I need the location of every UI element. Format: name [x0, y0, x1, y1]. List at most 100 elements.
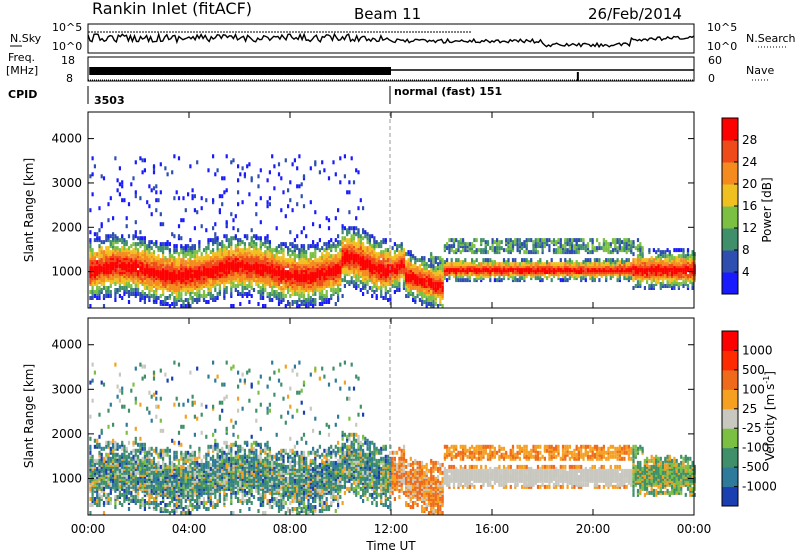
power-cell — [648, 258, 651, 263]
power-cell — [116, 178, 119, 183]
power-cell — [148, 240, 151, 245]
power-cell — [134, 190, 137, 195]
power-cell — [300, 258, 303, 263]
power-cell — [689, 254, 692, 259]
power-cell — [325, 300, 328, 304]
power-cell — [191, 244, 194, 249]
power-cell — [184, 260, 187, 265]
power-cell — [616, 278, 619, 283]
power-cell — [611, 238, 615, 243]
freq-label: Freq. — [8, 51, 35, 64]
power-cell — [350, 280, 353, 285]
power-cell — [230, 212, 233, 217]
power-cell — [137, 284, 140, 288]
power-colorbar-swatch — [722, 272, 738, 295]
power-cell — [355, 248, 358, 253]
power-cell — [162, 268, 165, 273]
power-cell — [430, 262, 433, 267]
power-cell — [518, 242, 521, 247]
power-cell — [498, 240, 501, 245]
power-cell — [187, 244, 190, 249]
power-cell — [209, 260, 212, 265]
power-cell — [371, 286, 374, 290]
power-cell — [273, 254, 276, 259]
power-cell — [639, 280, 642, 285]
power-cell — [366, 258, 369, 263]
power-cell — [296, 262, 299, 267]
power-cell — [152, 186, 156, 191]
power-cell — [480, 248, 483, 253]
power-cell — [150, 252, 153, 257]
power-cell — [277, 302, 281, 306]
power-cell — [127, 290, 131, 294]
power-cell — [643, 286, 646, 290]
power-cell — [541, 262, 544, 267]
power-cell — [241, 290, 244, 294]
power-cell — [455, 258, 458, 263]
power-cell — [293, 292, 296, 296]
power-cell — [187, 192, 190, 197]
power-cell — [509, 262, 512, 267]
power-cell — [100, 250, 103, 255]
power-cell — [373, 244, 376, 249]
power-cell — [296, 292, 299, 296]
power-cell — [536, 276, 540, 281]
power-cell — [239, 268, 242, 273]
power-cell — [112, 216, 115, 221]
power-cell — [152, 242, 156, 247]
power-cell — [475, 258, 478, 263]
power-cell — [498, 262, 501, 267]
power-cell — [391, 264, 394, 269]
power-cell — [291, 292, 294, 296]
power-colorbar-swatch — [722, 206, 738, 229]
power-cell — [525, 250, 528, 255]
power-cell — [327, 226, 331, 231]
power-cell — [177, 156, 181, 161]
power-cell — [159, 222, 162, 227]
power-cell — [121, 286, 124, 290]
power-cell — [248, 246, 251, 251]
power-cell — [184, 244, 187, 249]
power-cell — [207, 238, 210, 243]
power-cell — [573, 262, 576, 267]
power-cell — [198, 294, 201, 298]
power-cell — [314, 292, 317, 296]
power-cell — [223, 248, 226, 253]
power-colorbar-swatch — [722, 162, 738, 185]
power-cell — [98, 236, 101, 241]
power-cell — [650, 284, 653, 288]
power-cell — [334, 172, 337, 177]
power-cell — [177, 282, 181, 286]
power-cell — [98, 286, 101, 290]
power-cell — [341, 236, 344, 241]
power-cell — [180, 236, 183, 241]
power-cell — [123, 238, 126, 243]
power-cell — [273, 294, 276, 298]
power-cell — [432, 264, 435, 269]
power-cell — [182, 246, 185, 251]
power-cell — [287, 188, 290, 193]
power-cell — [418, 298, 421, 302]
power-cell — [564, 238, 567, 243]
power-cell — [384, 292, 387, 296]
power-cell — [134, 246, 137, 251]
power-cell — [150, 282, 153, 286]
power-cell — [293, 244, 296, 249]
power-cell — [618, 260, 621, 265]
power-cell — [252, 240, 256, 245]
power-cell — [225, 250, 228, 255]
power-cell — [643, 258, 646, 263]
power-cell — [605, 246, 608, 251]
power-cell — [284, 294, 287, 298]
power-cell — [466, 262, 469, 267]
power-cell — [289, 242, 292, 247]
power-cell — [402, 248, 406, 253]
power-cell — [573, 250, 576, 255]
power-cell — [680, 282, 683, 286]
power-cell — [534, 238, 537, 243]
power-cell — [302, 284, 306, 288]
freq-panel-frame — [87, 56, 695, 82]
power-cell — [277, 298, 281, 302]
power-cell — [155, 256, 158, 261]
power-cell — [89, 238, 92, 243]
